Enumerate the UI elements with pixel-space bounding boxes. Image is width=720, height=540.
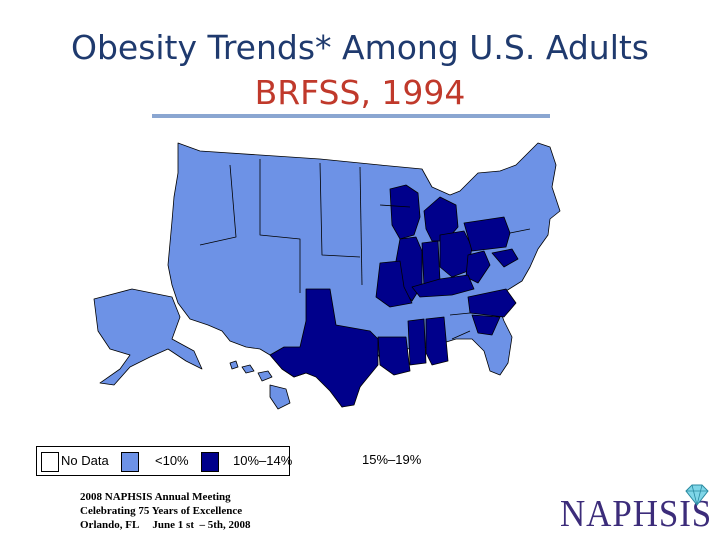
state-pa <box>463 216 511 252</box>
legend-label-15-19: 15%–19% <box>362 452 422 467</box>
state-mo <box>375 260 413 308</box>
legend-swatch-lt10 <box>121 452 139 472</box>
state-tx <box>269 288 379 408</box>
slide-title-line1: Obesity Trends* Among U.S. Adults <box>70 28 650 67</box>
logo-text: NAPHSIS <box>560 493 713 535</box>
legend-swatch-no-data <box>41 452 59 472</box>
legend-label-lt10: <10% <box>155 453 189 468</box>
state-al <box>425 316 449 366</box>
state-nc <box>467 288 517 318</box>
state-wv <box>465 250 491 284</box>
footer-line1: 2008 NAPHSIS Annual Meeting <box>80 491 231 503</box>
state-la <box>377 336 411 376</box>
state-ms <box>407 318 427 366</box>
event-footer: 2008 NAPHSIS Annual Meeting Celebrating … <box>80 490 251 532</box>
title-divider <box>152 114 550 118</box>
legend-label-10-14: 10%–14% <box>233 453 293 468</box>
legend-swatch-10-14 <box>201 452 219 472</box>
state-ky <box>411 274 475 298</box>
footer-line2: Celebrating 75 Years of Excellence <box>80 505 243 517</box>
naphsis-logo: NAPHSIS <box>552 480 712 538</box>
state-md <box>491 248 519 268</box>
slide-title-line2: BRFSS, 1994 <box>254 73 466 112</box>
state-hi <box>229 360 291 410</box>
legend: No Data <10% 10%–14% <box>36 446 293 476</box>
state-wi <box>389 184 421 240</box>
legend-label-no-data: No Data <box>61 453 109 468</box>
footer-line3: Orlando, FL June 1 st – 5th, 2008 <box>80 519 251 531</box>
usa-base <box>167 142 561 408</box>
state-ak <box>93 288 203 386</box>
diamond-icon <box>685 484 709 506</box>
state-sc <box>471 314 501 336</box>
us-obesity-map <box>93 142 561 410</box>
